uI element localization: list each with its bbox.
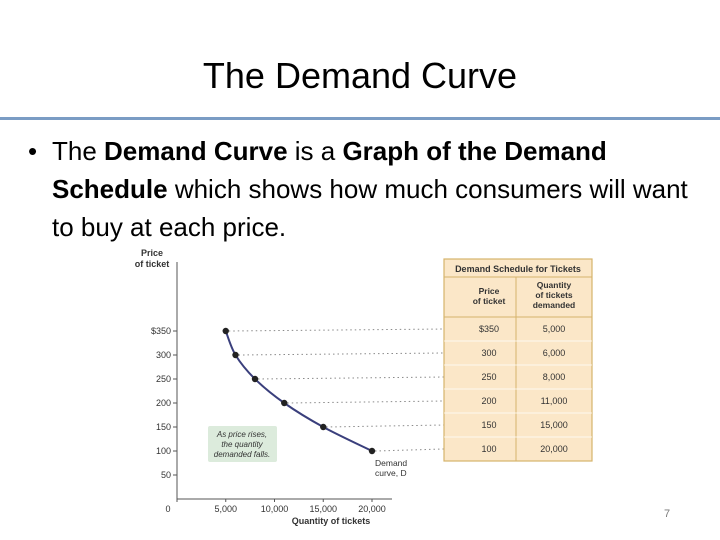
curve-label: curve, D <box>375 468 407 478</box>
demand-schedule-table <box>443 258 593 462</box>
table-cell: 100 <box>481 444 496 454</box>
table-cell: 8,000 <box>543 372 566 382</box>
y-axis-label: of ticket <box>135 259 170 269</box>
table-header: of ticket <box>473 296 506 306</box>
y-tick-label: 200 <box>156 398 171 408</box>
guide-line <box>228 328 445 332</box>
data-point <box>281 399 288 407</box>
table-cell: 300 <box>481 348 496 358</box>
guide-line <box>326 424 445 428</box>
data-point <box>232 351 239 359</box>
table-cell: 5,000 <box>543 324 566 334</box>
table-cell: 15,000 <box>540 420 568 430</box>
bold-term: Demand Curve <box>104 136 288 166</box>
table-cell: 6,000 <box>543 348 566 358</box>
annotation-text: demanded falls. <box>214 450 270 459</box>
table-cell: 250 <box>481 372 496 382</box>
y-tick-label: 150 <box>156 422 171 432</box>
bullet-text: • The Demand Curve is a Graph of the Dem… <box>28 132 708 246</box>
text-run: which shows how much consumers will want… <box>52 174 688 242</box>
annotation-text: As price rises, <box>216 430 267 439</box>
annotation-box <box>208 426 277 462</box>
slide-number: 7 <box>664 508 671 520</box>
curve-label: Demand <box>375 458 407 468</box>
x-axis-label: Quantity of tickets <box>292 516 371 526</box>
table-header: Quantity <box>537 280 572 290</box>
table-title: Demand Schedule for Tickets <box>455 264 581 274</box>
annotation-text: the quantity <box>221 440 263 449</box>
y-axis-label: Price <box>141 248 163 258</box>
x-tick-label: 15,000 <box>309 504 337 514</box>
bullet-symbol: • <box>28 136 38 166</box>
guide-line <box>257 376 445 380</box>
guide-line <box>238 352 445 356</box>
table-cell: 11,000 <box>541 396 568 406</box>
slide-title: The Demand Curve <box>202 55 518 96</box>
y-tick-label: 250 <box>156 374 171 384</box>
title-divider <box>0 117 720 120</box>
table-header: Price <box>479 286 500 296</box>
data-point <box>222 327 229 335</box>
table-cell: 20,000 <box>540 444 568 454</box>
bullet-paragraph: The Demand Curve is a Graph of the Deman… <box>52 132 708 246</box>
table-cell: $350 <box>479 324 499 334</box>
y-tick-label: 300 <box>156 350 171 360</box>
x-tick-label: 0 <box>165 504 170 514</box>
text-run: The <box>52 136 105 166</box>
guide-line <box>374 448 445 452</box>
data-point <box>320 423 327 431</box>
y-tick-label: 50 <box>161 470 171 480</box>
data-point <box>251 375 259 383</box>
x-tick-label: 5,000 <box>214 504 237 514</box>
table-cell: 200 <box>481 396 496 406</box>
bold-term: Graph of the Demand Schedule <box>52 136 607 204</box>
guide-line <box>287 400 445 404</box>
x-tick-label: 20,000 <box>358 504 386 514</box>
table-cell: 150 <box>481 420 496 430</box>
y-tick-label: 100 <box>156 446 171 456</box>
data-point <box>368 447 376 455</box>
x-tick-label: 10,000 <box>261 504 289 514</box>
text-run: is a <box>287 136 343 166</box>
table-header: demanded <box>533 300 576 310</box>
table-header: of tickets <box>535 290 573 300</box>
y-tick-label: $350 <box>151 326 171 336</box>
